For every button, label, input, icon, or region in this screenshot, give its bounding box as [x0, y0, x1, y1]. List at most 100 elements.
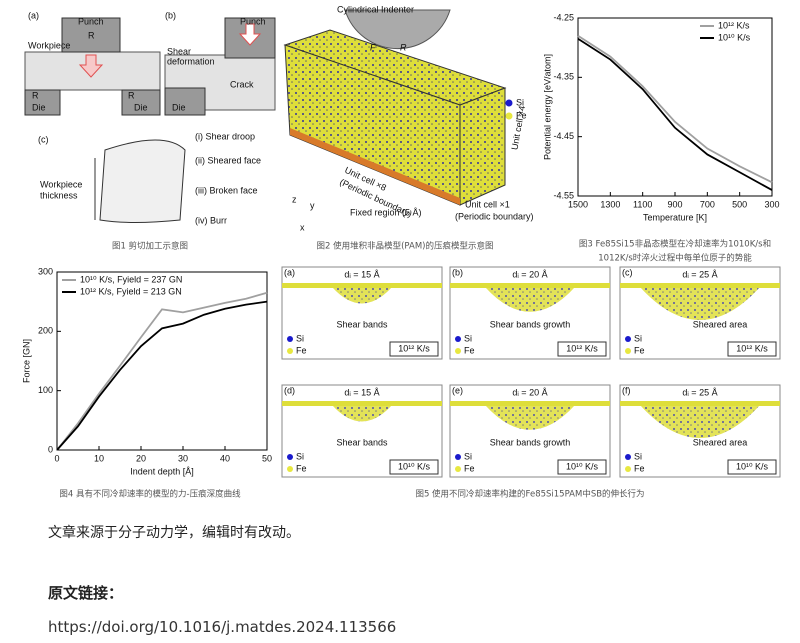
label: F — [370, 42, 376, 52]
series-line — [577, 35, 773, 184]
annotation: Shear bands — [336, 437, 388, 447]
surface — [450, 283, 610, 288]
shear-region — [332, 405, 392, 422]
panel: (d) dᵢ = 15 Å Shear bands Si Fe 10¹⁰ K/s — [281, 384, 443, 478]
label: Fixed region (5 Å) — [350, 207, 422, 217]
panel-letter: (c) — [622, 267, 633, 277]
si-dot — [625, 336, 631, 342]
annotation: Shear bands — [336, 319, 388, 329]
fe-dot — [505, 112, 513, 120]
si-dot — [625, 454, 631, 460]
x-tick-label: 1300 — [600, 199, 620, 209]
surface — [620, 283, 780, 288]
fixed-region — [290, 128, 460, 205]
panel: (f) dᵢ = 25 Å Sheared area Si Fe 10¹⁰ K/s — [619, 384, 781, 478]
label: Workpiece — [40, 179, 82, 189]
depth-label: dᵢ = 25 Å — [682, 269, 717, 279]
figure-1: (a) Punch R Workpiece R Die R Die (b) Pu… — [24, 10, 276, 252]
die — [164, 87, 206, 116]
sheared-edge — [99, 139, 186, 223]
annotation: Shear bands growth — [490, 437, 571, 447]
si-dot — [287, 336, 293, 342]
punch — [61, 17, 121, 53]
shear-region — [485, 287, 575, 312]
shear-region — [485, 405, 575, 430]
label: Die — [32, 102, 46, 112]
die — [121, 89, 161, 116]
fe-dot — [455, 348, 461, 354]
y-tick-label: 200 — [38, 326, 53, 336]
legend-label: Fe — [634, 463, 645, 473]
label: (iv) Burr — [195, 215, 227, 225]
panel-letter: (a) — [284, 267, 295, 277]
annotation: Shear bands growth — [490, 319, 571, 329]
surface — [282, 283, 442, 288]
panel: (a) dᵢ = 15 Å Shear bands Si Fe 10¹² K/s — [281, 266, 443, 360]
depth-label: dᵢ = 15 Å — [344, 387, 379, 397]
label: Workpiece — [28, 40, 70, 50]
legend-label: Si — [296, 333, 304, 343]
surface — [620, 401, 780, 406]
panel-letter: (e) — [452, 385, 463, 395]
label: Shear — [167, 46, 191, 56]
panel-letter: (d) — [284, 385, 295, 395]
caption: 图4 具有不同冷却速率的模型的力-压痕深度曲线 — [59, 489, 241, 500]
label: Si — [516, 97, 524, 107]
y-tick-label: 100 — [38, 385, 53, 395]
x-tick-label: 50 — [262, 453, 272, 463]
depth-label: dᵢ = 15 Å — [344, 269, 379, 279]
rate-box — [389, 341, 439, 357]
surface — [282, 401, 442, 406]
x-axis-label: Temperature [K] — [643, 212, 707, 222]
x-tick-label: 20 — [136, 453, 146, 463]
y-tick-label: 0 — [48, 444, 53, 454]
panel: (b) dᵢ = 20 Å Shear bands growth Si Fe 10¹² K… — [449, 266, 611, 360]
label: y — [310, 200, 315, 210]
rate-box — [727, 459, 777, 475]
label: R — [128, 90, 135, 100]
y-axis-label: Force [GN] — [21, 339, 31, 383]
figures: (a) Punch R Workpiece R Die R Die (b) Pu… — [21, 4, 781, 500]
rate-label: 10¹⁰ K/s — [736, 461, 769, 471]
y-tick-label: 300 — [38, 266, 53, 276]
label: (Periodic boundary) — [455, 211, 534, 221]
label: z — [292, 194, 297, 204]
y-tick-label: -4.25 — [553, 12, 574, 22]
fe-dot — [287, 348, 293, 354]
link-heading: 原文链接： — [48, 584, 124, 602]
legend-label: 10¹² K/s, Fyield = 213 GN — [80, 286, 182, 296]
rate-box — [557, 341, 607, 357]
x-tick-label: 40 — [220, 453, 230, 463]
label: Fe — [516, 110, 527, 120]
x-tick-label: 500 — [732, 199, 747, 209]
source-note: 文章来源于分子动力学，编辑时有改动。 — [48, 525, 300, 541]
series-line — [56, 291, 268, 451]
plot-frame — [56, 271, 268, 451]
legend-label: Si — [296, 451, 304, 461]
arrow — [78, 54, 104, 78]
annotation: Sheared area — [693, 437, 748, 447]
fe-dot — [625, 348, 631, 354]
y-axis-label: Potential energy [eV/atom] — [542, 54, 552, 160]
legend-label: 10¹² K/s — [718, 20, 750, 30]
x-tick-label: 0 — [54, 453, 59, 463]
depth-label: dᵢ = 20 Å — [512, 269, 547, 279]
rate-box — [727, 341, 777, 357]
label: (c) — [38, 134, 49, 144]
legend-label: Fe — [296, 463, 307, 473]
figure-2: Cylindrical Indenter F R Si Fe Unit cell… — [283, 4, 534, 252]
panel-letter: (f) — [622, 385, 631, 395]
x-tick-label: 900 — [667, 199, 682, 209]
caption: 图5 使用不同冷却速率构建的Fe85Si15PAM中SB的伸长行为 — [415, 489, 644, 500]
label: (b) — [165, 10, 176, 20]
rate-box — [557, 459, 607, 475]
rate-box — [389, 459, 439, 475]
legend-label: Si — [464, 451, 472, 461]
legend-label: 10¹⁰ K/s — [718, 32, 751, 42]
y-tick-label: -4.35 — [553, 72, 574, 82]
label: (a) — [28, 10, 39, 20]
legend-label: Si — [634, 451, 642, 461]
indenter — [344, 9, 451, 50]
label: R — [88, 30, 95, 40]
si-dot — [455, 454, 461, 460]
